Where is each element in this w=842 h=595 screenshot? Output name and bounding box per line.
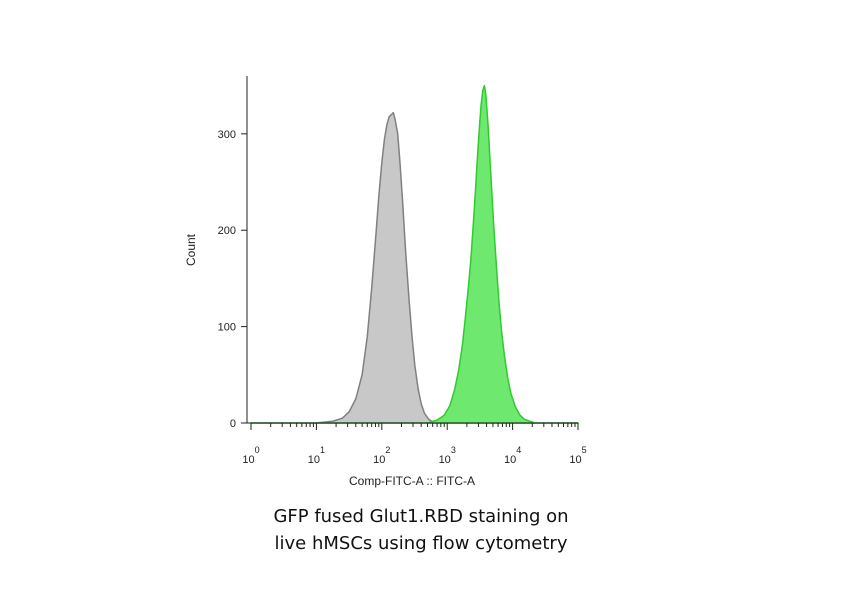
x-tick-label: 104 — [504, 445, 521, 466]
y-tick-label: 200 — [218, 225, 236, 237]
caption-line-1: GFP fused Glut1.RBD staining on — [273, 506, 569, 527]
x-tick-label: 105 — [569, 445, 586, 466]
x-tick-label: 103 — [439, 445, 456, 466]
x-tick-label: 101 — [308, 445, 325, 466]
series-layer — [250, 84, 579, 424]
figure-caption: GFP fused Glut1.RBD staining on live hMS… — [0, 503, 842, 557]
tick-layer: 0 100 200 300 100 101 102 103 104 105 — [218, 129, 587, 466]
x-tick-label: 102 — [373, 445, 390, 466]
y-axis-label: Count — [184, 233, 198, 266]
x-axis-label: Comp-FITC-A :: FITC-A — [349, 474, 475, 488]
x-tick-label: 100 — [242, 445, 259, 466]
histogram-series-1 — [250, 111, 579, 424]
caption-line-2: live hMSCs using flow cytometry — [274, 533, 568, 554]
y-tick-label: 300 — [218, 129, 236, 141]
y-tick-label: 100 — [218, 322, 236, 334]
histogram-series-2 — [250, 84, 579, 424]
y-tick-label: 0 — [230, 418, 236, 430]
